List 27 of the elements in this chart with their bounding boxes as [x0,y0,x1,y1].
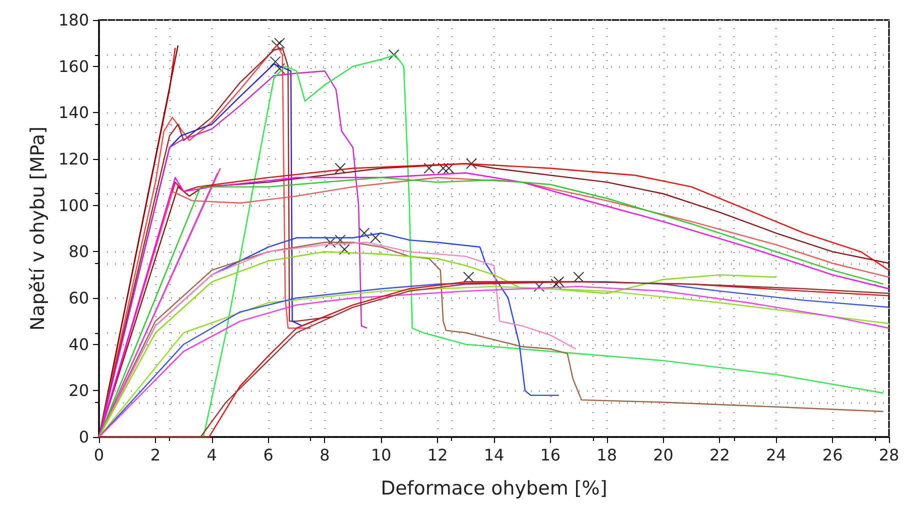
y-tick-label: 20 [68,381,89,400]
x-tick-label: 20 [653,446,674,464]
x-tick-label: 8 [320,446,330,464]
x-tick-label: 28 [878,446,900,464]
x-tick-label: 26 [822,446,843,464]
y-tick-label: 60 [68,288,89,308]
y-tick-label: 100 [58,196,89,215]
x-tick-label: 24 [766,446,786,464]
y-tick-label: 180 [58,10,89,30]
y-tick-label: 80 [68,242,89,262]
x-tick-label: 6 [263,446,274,464]
x-tick-label: 4 [206,446,217,464]
y-tick-label: 160 [58,56,89,76]
x-axis-title: Deformace ohybem [%] [380,478,608,500]
x-tick-label: 18 [596,446,618,464]
x-tick-label: 14 [484,446,504,464]
x-tick-label: 12 [427,446,448,464]
x-tick-label: 2 [150,446,161,464]
x-tick-label: 0 [94,446,104,464]
y-tick-label: 40 [68,334,89,354]
y-tick-label: 120 [58,150,89,168]
x-tick-label: 16 [540,446,561,464]
y-tick-label: 140 [58,103,89,122]
y-tick-label: 0 [78,428,89,446]
y-axis-title: Napětí v ohybu [MPa] [27,126,50,331]
x-tick-label: 22 [710,446,730,464]
x-tick-label: 10 [370,446,392,464]
